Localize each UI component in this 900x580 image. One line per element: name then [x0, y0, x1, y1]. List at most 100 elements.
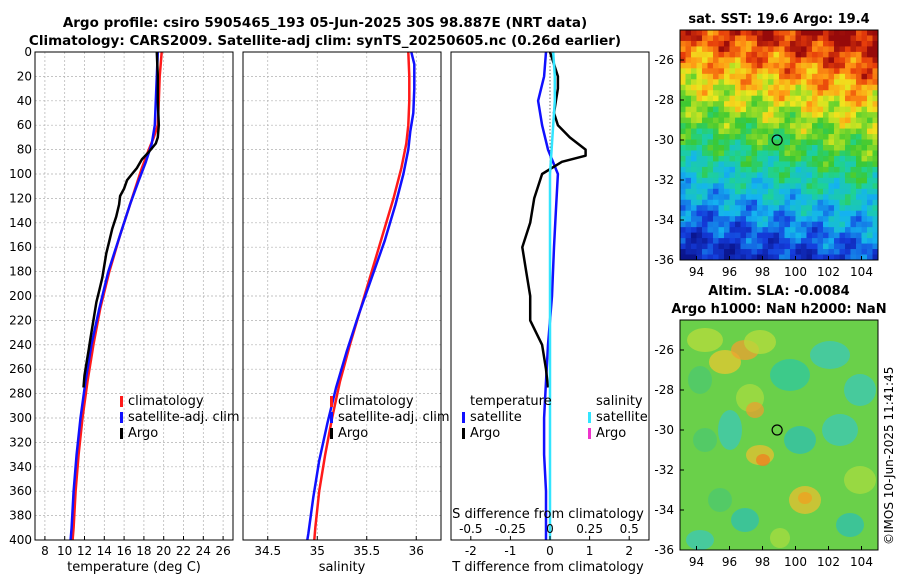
sst-cell — [784, 199, 791, 206]
sst-cell — [702, 84, 709, 91]
sst-cell — [696, 183, 703, 190]
sst-cell — [773, 95, 780, 102]
sst-cell — [746, 172, 753, 179]
sst-cell — [691, 199, 698, 206]
sst-cell — [850, 243, 857, 250]
sst-cell — [801, 35, 808, 42]
sst-cell — [685, 106, 692, 113]
sst-cell — [801, 238, 808, 245]
sst-cell — [790, 243, 797, 250]
sst-cell — [768, 221, 775, 228]
sst-cell — [850, 46, 857, 53]
sst-cell — [790, 249, 797, 256]
sst-cell — [724, 35, 731, 42]
sst-cell — [773, 106, 780, 113]
sst-cell — [773, 30, 780, 37]
sst-cell — [751, 117, 758, 124]
sst-cell — [757, 134, 764, 141]
sst-cell — [834, 117, 841, 124]
sst-cell — [867, 40, 874, 48]
sst-cell — [685, 101, 692, 108]
sst-cell — [768, 238, 775, 245]
sst-cell — [746, 68, 753, 75]
sst-cell — [757, 90, 764, 97]
sst-cell — [707, 205, 714, 212]
sst-cell — [751, 40, 758, 48]
sst-cell — [702, 134, 709, 141]
sst-cell — [845, 238, 852, 245]
sst-cell — [845, 73, 852, 80]
sst-cell — [680, 172, 687, 179]
sst-cell — [702, 40, 709, 48]
sst-cell — [735, 221, 742, 228]
sst-cell — [861, 161, 868, 168]
sla-blob — [810, 341, 850, 369]
sst-cell — [702, 101, 709, 108]
sst-cell — [680, 194, 687, 201]
sst-cell — [707, 46, 714, 53]
sst-cell — [801, 139, 808, 146]
sst-cell — [795, 249, 802, 256]
sst-cell — [823, 199, 830, 206]
sst-cell — [718, 227, 725, 234]
sst-cell — [850, 155, 857, 163]
sst-cell — [784, 243, 791, 250]
sst-cell — [680, 166, 687, 173]
sst-cell — [691, 95, 698, 102]
sst-cell — [696, 62, 703, 69]
sst-cell — [762, 227, 769, 234]
sst-cell — [806, 51, 813, 58]
sst-cell — [768, 95, 775, 102]
sst-cell — [823, 194, 830, 201]
sst-cell — [779, 106, 786, 113]
sst-cell — [768, 134, 775, 141]
sst-cell — [751, 73, 758, 80]
sst-cell — [861, 30, 868, 37]
sst-cell — [861, 238, 868, 245]
sst-cell — [828, 249, 835, 256]
sst-cell — [795, 194, 802, 201]
sst-cell — [806, 79, 813, 86]
sst-cell — [823, 128, 830, 135]
sst-cell — [746, 194, 753, 201]
sst-cell — [718, 134, 725, 141]
sst-cell — [828, 227, 835, 234]
sst-cell — [817, 35, 824, 42]
sst-cell — [872, 232, 878, 239]
sst-cell — [867, 232, 874, 239]
s-diff-xtick-label: -0.5 — [459, 522, 482, 536]
sst-cell — [718, 62, 725, 69]
sst-cell — [795, 51, 802, 58]
sst-cell — [834, 249, 841, 256]
sst-cell — [812, 73, 819, 80]
sst-cell — [746, 161, 753, 168]
sst-cell — [768, 188, 775, 195]
sst-cell — [779, 84, 786, 91]
sst-cell — [757, 216, 764, 223]
sst-cell — [740, 123, 747, 130]
sst-cell — [779, 128, 786, 135]
temperature-ytick-label: 60 — [17, 118, 32, 132]
temperature-ytick-label: 300 — [9, 411, 32, 425]
sst-cell — [812, 51, 819, 58]
sst-cell — [729, 68, 736, 75]
sst-cell — [812, 62, 819, 69]
t-diff-xtick-label: -1 — [504, 544, 516, 558]
sst-cell — [685, 221, 692, 228]
sst-cell — [828, 117, 835, 124]
sst-cell — [757, 238, 764, 245]
sst-cell — [751, 194, 758, 201]
sst-cell — [812, 123, 819, 130]
sst-cell — [735, 84, 742, 91]
sst-cell — [685, 90, 692, 97]
sst-cell — [724, 166, 731, 173]
sst-cell — [740, 35, 747, 42]
sst-cell — [762, 57, 769, 64]
sst-cell — [713, 210, 720, 217]
sst-cell — [784, 254, 791, 260]
sst-cell — [812, 238, 819, 245]
sst-cell — [784, 90, 791, 97]
sst-cell — [680, 232, 687, 239]
sst-cell — [729, 227, 736, 234]
sst-cell — [823, 232, 830, 239]
